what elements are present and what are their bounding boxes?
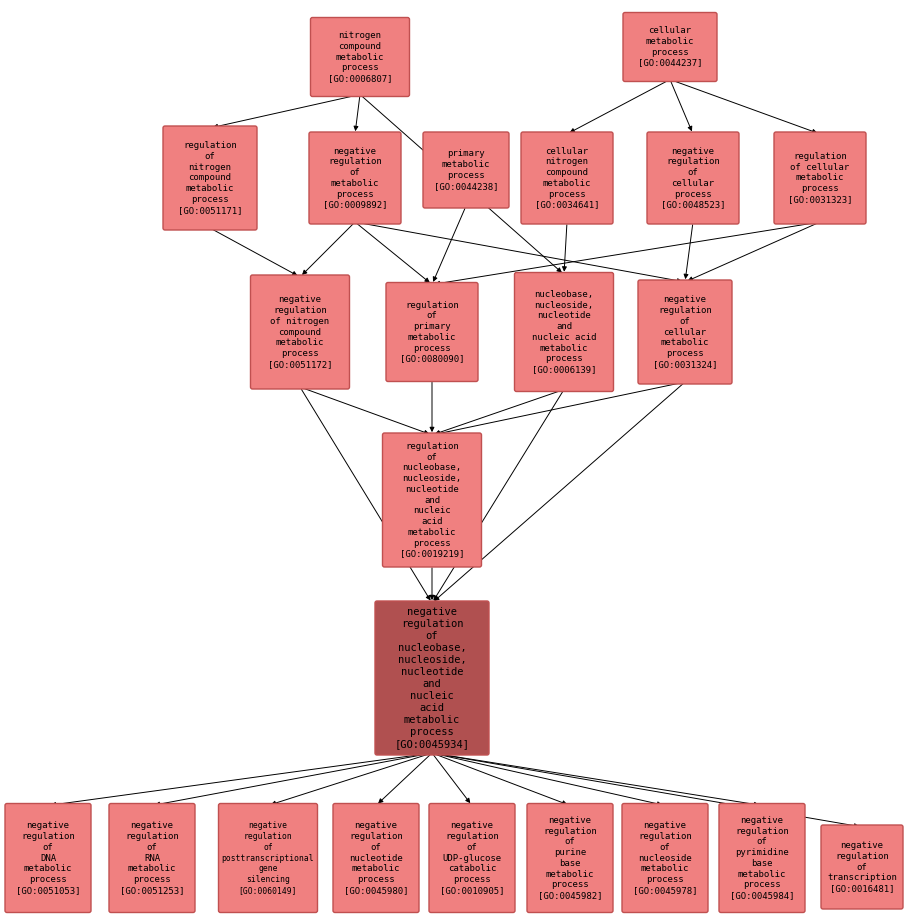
FancyBboxPatch shape [251,275,349,389]
FancyBboxPatch shape [514,273,614,391]
Text: cellular
metabolic
process
[GO:0044237]: cellular metabolic process [GO:0044237] [638,27,703,67]
FancyBboxPatch shape [309,132,401,224]
FancyBboxPatch shape [218,803,317,913]
FancyBboxPatch shape [774,132,866,224]
Text: negative
regulation
of
purine
base
metabolic
process
[GO:0045982]: negative regulation of purine base metab… [538,816,603,900]
FancyBboxPatch shape [622,803,708,913]
FancyBboxPatch shape [386,283,478,381]
Text: negative
regulation
of
cellular
process
[GO:0048523]: negative regulation of cellular process … [661,146,725,209]
Text: negative
regulation
of
nucleoside
metabolic
process
[GO:0045978]: negative regulation of nucleoside metabo… [633,822,697,894]
Text: regulation
of cellular
metabolic
process
[GO:0031323]: regulation of cellular metabolic process… [788,152,853,204]
Text: regulation
of
nitrogen
compound
metabolic
process
[GO:0051171]: regulation of nitrogen compound metaboli… [178,141,243,215]
FancyBboxPatch shape [375,601,489,755]
FancyBboxPatch shape [821,825,903,909]
FancyBboxPatch shape [383,433,482,567]
Text: negative
regulation
of
transcription
[GO:0016481]: negative regulation of transcription [GO… [827,841,897,893]
FancyBboxPatch shape [719,803,805,913]
FancyBboxPatch shape [647,132,739,224]
Text: nitrogen
compound
metabolic
process
[GO:0006807]: nitrogen compound metabolic process [GO:… [328,31,393,83]
Text: regulation
of
primary
metabolic
process
[GO:0080090]: regulation of primary metabolic process … [400,300,464,364]
FancyBboxPatch shape [638,280,732,384]
FancyBboxPatch shape [623,13,717,81]
Text: nucleobase,
nucleoside,
nucleotide
and
nucleic acid
metabolic
process
[GO:000613: nucleobase, nucleoside, nucleotide and n… [532,290,596,374]
Text: negative
regulation
of
metabolic
process
[GO:0009892]: negative regulation of metabolic process… [323,146,387,209]
Text: negative
regulation
of
DNA
metabolic
process
[GO:0051053]: negative regulation of DNA metabolic pro… [15,822,80,894]
Text: cellular
nitrogen
compound
metabolic
process
[GO:0034641]: cellular nitrogen compound metabolic pro… [534,146,599,209]
Text: negative
regulation
of
nucleobase,
nucleoside,
nucleotide
and
nucleic
acid
metab: negative regulation of nucleobase, nucle… [395,607,470,749]
Text: negative
regulation
of
nucleotide
metabolic
process
[GO:0045980]: negative regulation of nucleotide metabo… [344,822,408,894]
Text: regulation
of
nucleobase,
nucleoside,
nucleotide
and
nucleic
acid
metabolic
proc: regulation of nucleobase, nucleoside, nu… [400,442,464,558]
Text: primary
metabolic
process
[GO:0044238]: primary metabolic process [GO:0044238] [434,149,498,191]
FancyBboxPatch shape [521,132,613,224]
Text: negative
regulation
of
UDP-glucose
catabolic
process
[GO:0010905]: negative regulation of UDP-glucose catab… [440,822,504,894]
Text: negative
regulation
of
posttranscriptional
gene
silencing
[GO:0060149]: negative regulation of posttranscription… [222,822,315,894]
FancyBboxPatch shape [163,126,257,230]
FancyBboxPatch shape [333,803,419,913]
Text: negative
regulation
of
RNA
metabolic
process
[GO:0051253]: negative regulation of RNA metabolic pro… [120,822,185,894]
Text: negative
regulation
of
cellular
metabolic
process
[GO:0031324]: negative regulation of cellular metaboli… [653,296,717,368]
FancyBboxPatch shape [109,803,195,913]
Text: negative
regulation
of nitrogen
compound
metabolic
process
[GO:0051172]: negative regulation of nitrogen compound… [268,296,333,368]
FancyBboxPatch shape [527,803,613,913]
FancyBboxPatch shape [429,803,515,913]
Text: negative
regulation
of
pyrimidine
base
metabolic
process
[GO:0045984]: negative regulation of pyrimidine base m… [730,816,794,900]
FancyBboxPatch shape [423,132,509,208]
FancyBboxPatch shape [5,803,91,913]
FancyBboxPatch shape [311,17,409,97]
